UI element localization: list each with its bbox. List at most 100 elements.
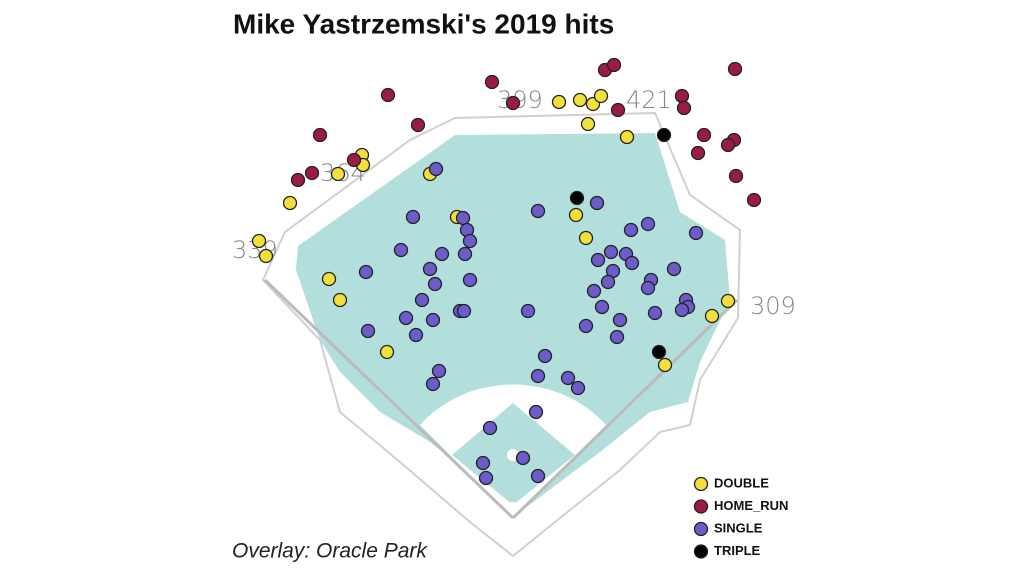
legend-label: HOME_RUN [714, 498, 788, 513]
hit-point [321, 271, 337, 287]
hit-point [572, 92, 588, 108]
hit-point [674, 302, 690, 318]
hit-point [457, 246, 473, 262]
hit-point [251, 233, 267, 249]
hit-point [405, 209, 421, 225]
hit-point [623, 222, 639, 238]
hit-point [282, 195, 298, 211]
hit-point [651, 344, 667, 360]
hit-point [346, 152, 362, 168]
hit-point [578, 318, 594, 334]
hit-point [290, 172, 306, 188]
hit-point [482, 420, 498, 436]
hit-point [358, 264, 374, 280]
hit-point [398, 310, 414, 326]
field-distance: 421 [626, 86, 672, 114]
hit-point [434, 246, 450, 262]
hit-point [431, 363, 447, 379]
hit-point [720, 137, 736, 153]
hit-point [570, 380, 586, 396]
hit-point [610, 102, 626, 118]
hit-point [696, 127, 712, 143]
hit-point [528, 404, 544, 420]
hit-point [478, 470, 494, 486]
hit-point [360, 323, 376, 339]
field-distance: 399 [497, 86, 543, 114]
hit-point [612, 312, 628, 328]
hit-point [520, 303, 536, 319]
hit-point [515, 450, 531, 466]
hit-point [704, 308, 720, 324]
hit-point [408, 327, 424, 343]
hit-point [690, 145, 706, 161]
hit-point [537, 348, 553, 364]
hit-point [656, 127, 672, 143]
outfield-grass [296, 133, 730, 512]
hit-point [674, 88, 690, 104]
hit-point [593, 88, 609, 104]
legend-label: DOUBLE [714, 475, 769, 490]
hit-point [455, 210, 471, 226]
hit-point [569, 190, 585, 206]
hit-point [560, 370, 576, 386]
hit-point [568, 207, 584, 223]
hit-point [606, 57, 622, 73]
hit-point [530, 468, 546, 484]
hit-point [425, 312, 441, 328]
hit-point [746, 192, 762, 208]
hit-point [427, 276, 443, 292]
hit-point [330, 166, 346, 182]
hit-point [551, 94, 567, 110]
hit-point [505, 95, 521, 111]
hit-point [657, 357, 673, 373]
hit-point [425, 376, 441, 392]
hit-point [727, 61, 743, 77]
chart-title: Mike Yastrzemski's 2019 hits [233, 8, 614, 39]
hit-point [676, 100, 692, 116]
hit-point [530, 203, 546, 219]
caption: Overlay: Oracle Park [232, 540, 428, 563]
hit-point [603, 244, 619, 260]
hit-point [720, 293, 736, 309]
hit-point [258, 248, 274, 264]
hit-point [578, 230, 594, 246]
hit-point [590, 252, 606, 268]
field-distance: 309 [750, 292, 796, 320]
hit-point [393, 242, 409, 258]
points [251, 57, 762, 486]
hit-point [422, 261, 438, 277]
hit-point [462, 233, 478, 249]
hit-point [600, 274, 616, 290]
hit-point [624, 255, 640, 271]
hit-point [304, 165, 320, 181]
hit-point [428, 161, 444, 177]
hit-point [462, 272, 478, 288]
hit-point [688, 225, 704, 241]
legend-label: TRIPLE [714, 543, 761, 558]
foul-line [511, 298, 739, 520]
hit-point [586, 283, 602, 299]
hit-point [589, 195, 605, 211]
hit-point [475, 455, 491, 471]
hit-point [728, 168, 744, 184]
legend-label: SINGLE [714, 520, 763, 535]
hit-point [380, 87, 396, 103]
hit-point [530, 368, 546, 384]
hit-point [414, 292, 430, 308]
hit-point [640, 280, 656, 296]
hit-point [647, 305, 663, 321]
ballpark [261, 111, 742, 558]
hit-point [666, 261, 682, 277]
foul-line [263, 278, 515, 520]
hit-point [594, 299, 610, 315]
hit-point [410, 117, 426, 133]
legend-swatch [693, 476, 709, 492]
legend-swatch [693, 521, 709, 537]
hit-point [484, 74, 500, 90]
hit-point [580, 116, 596, 132]
hit-point [609, 329, 625, 345]
hit-point [332, 292, 348, 308]
legend-swatch [693, 544, 709, 559]
hit-point [379, 344, 395, 360]
